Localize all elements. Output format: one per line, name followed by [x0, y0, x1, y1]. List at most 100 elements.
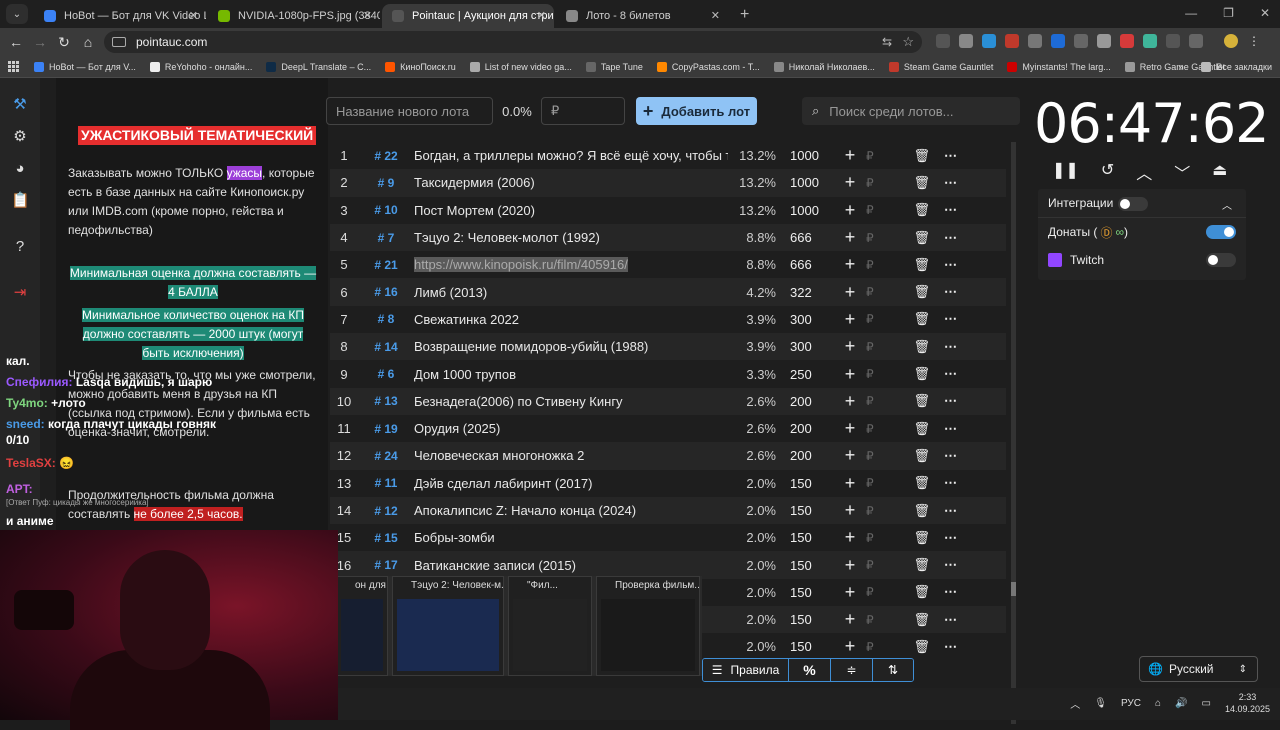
trash-icon[interactable]: 🗑 — [913, 174, 930, 190]
wheel-icon[interactable]: ◕ — [15, 160, 25, 177]
star-icon[interactable]: ☆ — [902, 34, 914, 49]
more-icon[interactable]: ⋯ — [944, 147, 958, 163]
more-icon[interactable]: ⋯ — [944, 311, 958, 327]
ruble-input[interactable]: ₽ — [866, 257, 874, 272]
chevron-up-icon[interactable]: ︿ — [1222, 201, 1232, 212]
window-thumbnail[interactable]: "Фил... — [508, 576, 592, 676]
add-amount-icon[interactable]: + — [844, 418, 856, 439]
bookmark-item[interactable]: List of new video ga... — [469, 61, 572, 72]
lot-id[interactable]: # 19 — [374, 421, 398, 436]
trash-icon[interactable]: 🗑 — [913, 420, 930, 436]
bookmark-item[interactable]: Steam Game Gauntlet — [888, 61, 993, 72]
add-amount-icon[interactable]: + — [844, 199, 856, 220]
trash-icon[interactable]: 🗑 — [913, 557, 930, 573]
lot-id[interactable]: # 24 — [374, 448, 398, 463]
more-icon[interactable]: ⋯ — [944, 475, 958, 491]
lot-name[interactable]: Апокалипсис Z: Начало конца (2024) — [414, 503, 728, 518]
clipboard-icon[interactable]: 📋 — [11, 192, 30, 209]
bookmark-item[interactable]: Retro Game Gauntlet — [1124, 61, 1225, 72]
back-icon[interactable]: ← — [9, 34, 23, 50]
ruble-input[interactable]: ₽ — [866, 448, 874, 463]
bookmark-item[interactable]: DeepL Translate – C... — [266, 61, 371, 72]
lot-name[interactable]: Богдан, а триллеры можно? Я всё ещё хочу… — [414, 148, 728, 163]
volume-icon[interactable]: 🔊 — [1175, 697, 1188, 709]
new-tab-button[interactable]: + — [740, 6, 750, 23]
more-icon[interactable]: ⋯ — [944, 447, 958, 463]
scrollbar[interactable] — [1011, 142, 1016, 724]
language-select[interactable]: 🌐 Русский ⇕ — [1139, 656, 1258, 682]
lot-amount[interactable]: 150 — [790, 530, 812, 546]
more-icon[interactable]: ⋯ — [944, 502, 958, 518]
lot-name[interactable]: Свежатинка 2022 — [414, 312, 728, 327]
lot-id[interactable]: # 10 — [374, 203, 398, 218]
lot-amount[interactable]: 300 — [790, 311, 812, 327]
site-info-icon[interactable] — [112, 37, 126, 47]
tab-search-icon[interactable]: ⌄ — [6, 4, 28, 24]
logout-icon[interactable]: ⇥ — [13, 284, 27, 301]
integrations-header[interactable]: Интеграции ︿ — [1038, 189, 1246, 218]
lot-amount[interactable]: 150 — [790, 639, 812, 655]
more-icon[interactable]: ⋯ — [944, 529, 958, 545]
add-amount-icon[interactable]: + — [844, 227, 856, 248]
tab-hobot[interactable]: HoBot — Бот для VK Video Live✕ — [34, 4, 206, 28]
more-icon[interactable]: ⋯ — [944, 584, 958, 600]
window-thumbnail[interactable]: Проверка фильм... — [596, 576, 700, 676]
ruble-input[interactable]: ₽ — [866, 530, 874, 545]
lot-id[interactable]: # 16 — [374, 285, 398, 300]
more-icon[interactable]: ⋯ — [944, 557, 958, 573]
bookmark-item[interactable]: КиноПоиск.ru — [385, 61, 456, 72]
lot-id[interactable]: # 15 — [374, 530, 398, 545]
lot-name[interactable]: Ватиканские записи (2015) — [414, 558, 728, 573]
lot-amount[interactable]: 1000 — [790, 148, 819, 164]
lot-id[interactable]: # 7 — [377, 230, 395, 245]
ruble-input[interactable]: ₽ — [866, 476, 874, 491]
lot-amount[interactable]: 666 — [790, 230, 812, 246]
trash-icon[interactable]: 🗑 — [913, 338, 930, 354]
lot-name-input[interactable]: Название нового лота — [326, 97, 493, 125]
trash-icon[interactable]: 🗑 — [913, 584, 930, 600]
lot-id[interactable]: # 21 — [374, 257, 398, 272]
more-icon[interactable]: ⋯ — [944, 366, 958, 382]
lot-amount[interactable]: 250 — [790, 366, 812, 382]
lot-name[interactable]: Безнадега(2006) по Стивену Кингу — [414, 394, 728, 409]
more-icon[interactable]: ⋯ — [944, 202, 958, 218]
more-icon[interactable]: ⋯ — [944, 284, 958, 300]
eject-icon[interactable]: ⏏ — [1212, 162, 1228, 179]
lot-amount[interactable]: 150 — [790, 557, 812, 573]
tab-loto[interactable]: Лото - 8 билетов ✕ — [556, 4, 728, 28]
trash-icon[interactable]: 🗑 — [913, 202, 930, 218]
add-lot-button[interactable]: + Добавить лот — [636, 97, 757, 125]
ruble-input[interactable]: ₽ — [866, 612, 874, 627]
translate-icon[interactable]: ⇆ — [881, 35, 892, 49]
lot-amount[interactable]: 200 — [790, 393, 812, 409]
trash-icon[interactable]: 🗑 — [913, 529, 930, 545]
trash-icon[interactable]: 🗑 — [913, 147, 930, 163]
ruble-input[interactable]: ₽ — [866, 503, 874, 518]
lot-amount[interactable]: 300 — [790, 339, 812, 355]
reload-icon[interactable]: ↻ — [58, 33, 70, 50]
ruble-input[interactable]: ₽ — [866, 339, 874, 354]
lot-amount[interactable]: 322 — [790, 284, 812, 300]
lot-id[interactable]: # 9 — [377, 175, 395, 190]
ruble-input[interactable]: ₽ — [866, 367, 874, 382]
lot-name[interactable]: Таксидермия (2006) — [414, 175, 728, 190]
tab-nvidia[interactable]: NVIDIA-1080p-FPS.jpg (3840×2160)✕ — [208, 4, 380, 28]
avatar[interactable] — [1224, 34, 1238, 48]
add-amount-icon[interactable]: + — [844, 500, 856, 520]
trash-icon[interactable]: 🗑 — [913, 256, 930, 272]
lot-name[interactable]: Лимб (2013) — [414, 285, 728, 300]
add-amount-icon[interactable]: + — [844, 308, 856, 329]
integrations-toggle[interactable] — [1118, 197, 1148, 211]
lot-id[interactable]: # 17 — [374, 558, 398, 573]
add-amount-icon[interactable]: + — [844, 390, 856, 411]
trash-icon[interactable]: 🗑 — [913, 502, 930, 518]
menu-icon[interactable]: ⋮ — [1248, 34, 1260, 48]
add-amount-icon[interactable]: + — [844, 254, 856, 275]
lot-name[interactable]: Пост Мортем (2020) — [414, 203, 728, 218]
add-amount-icon[interactable]: + — [844, 172, 856, 193]
ruble-input[interactable]: ₽ — [866, 175, 874, 190]
ruble-input[interactable]: ₽ — [866, 203, 874, 218]
ruble-input[interactable]: ₽ — [866, 285, 874, 300]
lot-name[interactable]: Человеческая многоножка 2 — [414, 448, 728, 463]
puzzle-icon[interactable] — [1189, 34, 1203, 48]
